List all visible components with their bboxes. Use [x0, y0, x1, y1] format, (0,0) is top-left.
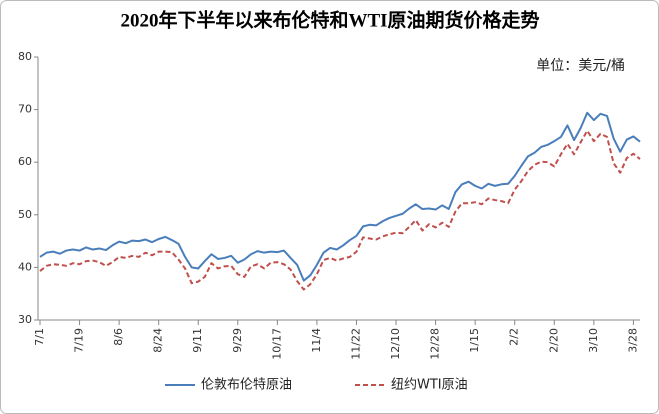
x-tick-label: 12/28 — [429, 328, 442, 360]
x-tick-label: 8/6 — [112, 328, 125, 346]
x-tick-label: 7/1 — [33, 328, 46, 346]
y-tick-label: 70 — [18, 103, 32, 116]
x-tick-label: 1/15 — [468, 328, 481, 353]
chart-title: 2020年下半年以来布伦特和WTI原油期货价格走势 — [120, 8, 539, 31]
x-tick-label: 7/19 — [73, 328, 86, 353]
y-tick-label: 30 — [18, 313, 32, 326]
x-tick-label: 2/2 — [508, 328, 521, 346]
legend-label: 伦敦布伦特原油 — [201, 377, 292, 393]
chart-subtitle: 单位：美元/桶 — [536, 58, 625, 74]
y-tick-label: 40 — [18, 260, 32, 273]
y-tick-label: 50 — [18, 208, 32, 221]
x-tick-label: 3/10 — [587, 328, 600, 353]
x-tick-label: 9/29 — [231, 328, 244, 353]
series-line — [39, 129, 641, 291]
x-tick-label: 3/28 — [626, 328, 639, 353]
legend-label: 纽约WTI原油 — [391, 378, 468, 393]
y-tick-label: 60 — [18, 155, 32, 168]
x-tick-label: 11/22 — [349, 328, 362, 360]
x-tick-label: 2/20 — [547, 328, 560, 353]
y-tick-label: 80 — [18, 50, 32, 63]
x-tick-label: 9/11 — [191, 328, 204, 353]
x-tick-label: 12/10 — [389, 328, 402, 360]
x-tick-label: 10/17 — [270, 328, 283, 360]
x-tick-label: 11/4 — [310, 328, 323, 353]
series-line — [39, 111, 641, 282]
x-tick-label: 8/24 — [152, 328, 165, 353]
